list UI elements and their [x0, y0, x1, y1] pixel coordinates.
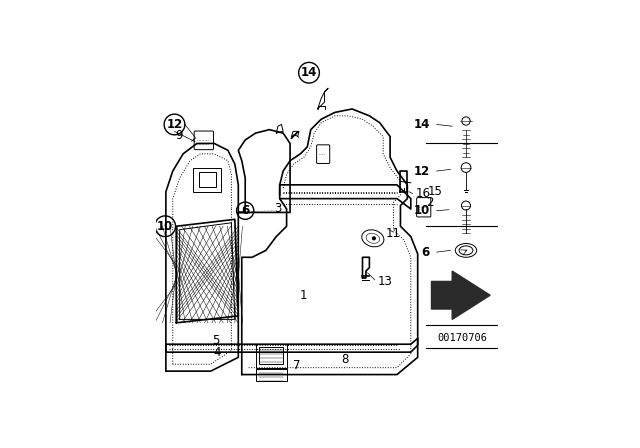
- Circle shape: [372, 237, 375, 240]
- Text: 16: 16: [416, 187, 431, 200]
- Text: 8: 8: [342, 353, 349, 366]
- Text: 12: 12: [413, 164, 430, 177]
- Text: 6: 6: [241, 204, 250, 217]
- Text: 2: 2: [426, 196, 433, 209]
- Text: 14: 14: [413, 118, 430, 131]
- Polygon shape: [431, 271, 490, 319]
- Text: 11: 11: [386, 227, 401, 240]
- Text: 6: 6: [422, 246, 430, 258]
- Bar: [255, 370, 287, 382]
- Text: 00170706: 00170706: [438, 333, 488, 343]
- Bar: [255, 344, 287, 368]
- Text: 13: 13: [378, 275, 393, 288]
- Text: 5: 5: [212, 334, 220, 347]
- Text: 9: 9: [175, 129, 183, 142]
- Text: 3: 3: [275, 202, 282, 215]
- Bar: [198, 172, 216, 187]
- Text: 1: 1: [300, 289, 308, 302]
- Text: 14: 14: [301, 66, 317, 79]
- Bar: [193, 168, 221, 192]
- Text: 12: 12: [166, 118, 182, 131]
- Bar: [259, 347, 283, 364]
- Text: 7: 7: [293, 359, 301, 372]
- Text: 4: 4: [214, 346, 221, 359]
- Text: 15: 15: [428, 185, 442, 198]
- Text: 10: 10: [413, 204, 430, 217]
- Text: 10: 10: [157, 220, 173, 233]
